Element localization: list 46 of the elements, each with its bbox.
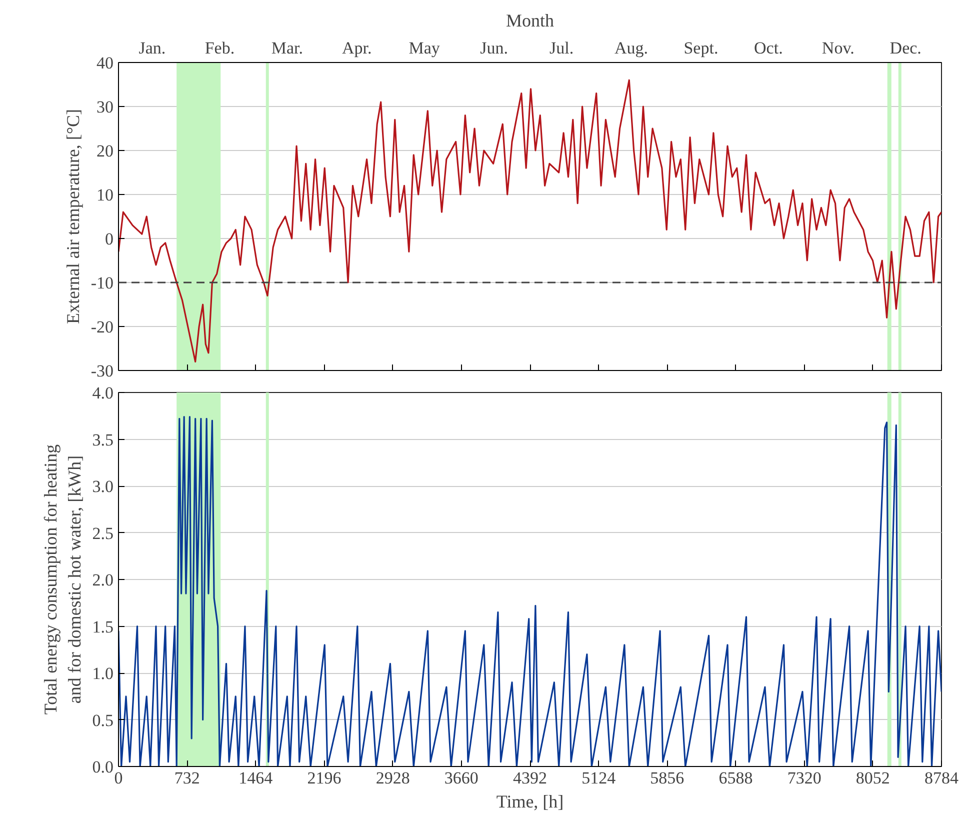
x2-tick-label: Oct.: [754, 38, 783, 58]
x-tick-label: 1464: [238, 768, 274, 788]
x2-tick-label: Jan.: [138, 38, 166, 58]
x2-axis-title: Month: [506, 10, 554, 30]
x2-tick-label: Jun.: [480, 38, 508, 58]
y-tick-label: -20: [90, 318, 114, 336]
y-tick-label: 0.5: [92, 710, 114, 730]
y-tick-label: 4.0: [92, 384, 114, 402]
y-tick-label: 20: [96, 142, 114, 160]
x-tick-label: 4392: [513, 768, 547, 788]
y-tick-label: 10: [96, 186, 114, 204]
y-tick-label: 2.5: [92, 524, 114, 543]
x-axis-title: Time, [h]: [496, 792, 564, 812]
x2-tick-label: Jul.: [549, 38, 574, 58]
x-tick-label: 5856: [650, 768, 684, 788]
x2-tick-label: Mar.: [271, 38, 303, 58]
x-tick-label: 2196: [307, 768, 342, 788]
x2-tick-label: Sept.: [684, 38, 718, 58]
x-tick-label: 8784: [924, 768, 959, 788]
y-tick-label: 1.5: [92, 617, 114, 636]
y-tick-label: -30: [90, 362, 114, 380]
x2-tick-label: May: [408, 38, 440, 58]
y-tick-label: 3.0: [92, 477, 114, 496]
y-tick-label: -10: [90, 274, 114, 292]
x2-tick-label: Nov.: [822, 38, 854, 58]
x2-tick-label: Aug.: [614, 38, 648, 58]
y-tick-label: 1.0: [92, 664, 114, 683]
y-axis-title: Total energy consumption for heating and for domestic hot water, [kWh]: [40, 444, 84, 715]
x2-tick-label: Feb.: [204, 38, 235, 58]
x-tick-label: 732: [174, 768, 200, 788]
line-series: [118, 79, 942, 362]
y-tick-label: 0.0: [92, 758, 114, 776]
y-tick-label: 2.0: [92, 570, 114, 590]
y-tick-label: 40: [96, 54, 114, 72]
x-tick-label: 5124: [582, 768, 616, 788]
y-axis-title: External air temperature, [°C]: [62, 108, 83, 324]
y-tick-label: 3.5: [92, 430, 114, 450]
x-tick-label: 3660: [444, 768, 478, 788]
x-tick-label: 2928: [376, 768, 410, 788]
x2-tick-label: Dec.: [890, 38, 922, 58]
x2-tick-label: Apr.: [342, 38, 372, 58]
y-tick-label: 30: [96, 98, 114, 116]
x-tick-label: 6588: [718, 768, 753, 788]
x-tick-label: 8052: [856, 768, 890, 788]
y-tick-label: 0: [105, 230, 114, 248]
x-tick-label: 7320: [787, 768, 822, 788]
